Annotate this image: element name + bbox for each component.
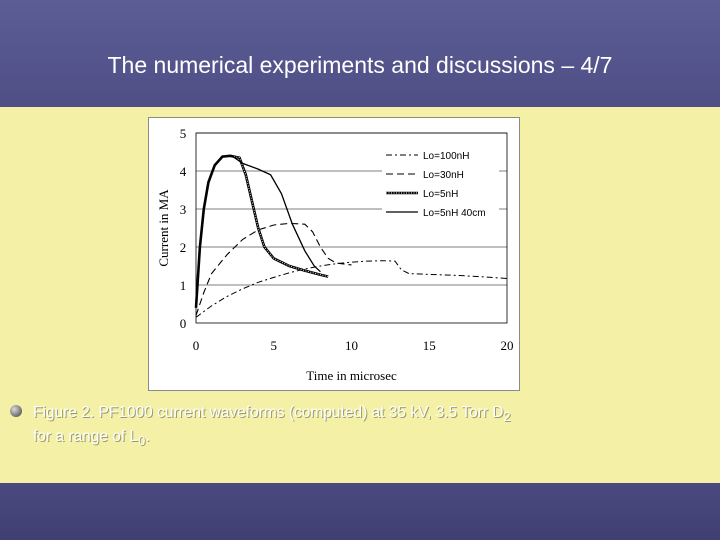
chart: 0 1 2 3 4 5 0 5 10 15 20 Time in microsec Current in… <box>148 117 520 391</box>
legend-label: Lo=5nH <box>423 189 458 200</box>
y-tick-label: 2 <box>180 240 187 255</box>
caption-line2-end: . <box>145 428 150 446</box>
x-tick-label: 15 <box>423 338 436 353</box>
x-axis-label: Time in microsec <box>306 368 397 383</box>
x-tick-label: 5 <box>271 338 278 353</box>
y-axis-label: Current in MA <box>156 189 171 267</box>
series-line <box>195 222 352 316</box>
slide-title: The numerical experiments and discussion… <box>107 52 613 78</box>
title-bar: The numerical experiments and discussion… <box>0 0 720 107</box>
y-tick-label: 0 <box>180 316 187 331</box>
y-tick-label: 4 <box>180 164 187 179</box>
footer-bar <box>0 483 720 540</box>
caption-line2: for a range of L <box>33 428 139 446</box>
y-tick-label: 3 <box>180 202 187 217</box>
chart-svg: 0 1 2 3 4 5 0 5 10 15 20 Time in microsec Current in… <box>156 126 514 383</box>
figure-caption: Figure 2. PF1000 current waveforms (comp… <box>33 403 693 451</box>
y-tick-label: 5 <box>180 126 187 141</box>
legend-label: Lo=30nH <box>423 170 464 181</box>
y-tick-label: 1 <box>180 278 187 293</box>
series-line <box>195 155 321 308</box>
legend-label: Lo=5nH 40cm <box>423 208 486 219</box>
x-tick-label: 10 <box>345 338 358 353</box>
series-line <box>195 260 508 318</box>
caption-line1: Figure 2. PF1000 current waveforms (comp… <box>33 404 504 421</box>
bullet-icon <box>10 405 22 417</box>
x-tick-label: 0 <box>193 338 200 353</box>
caption-line2-subscript: 0 <box>138 433 146 449</box>
legend-label: Lo=100nH <box>423 151 469 162</box>
x-tick-label: 20 <box>501 338 514 353</box>
caption-line1-subscript: 2 <box>503 409 511 425</box>
